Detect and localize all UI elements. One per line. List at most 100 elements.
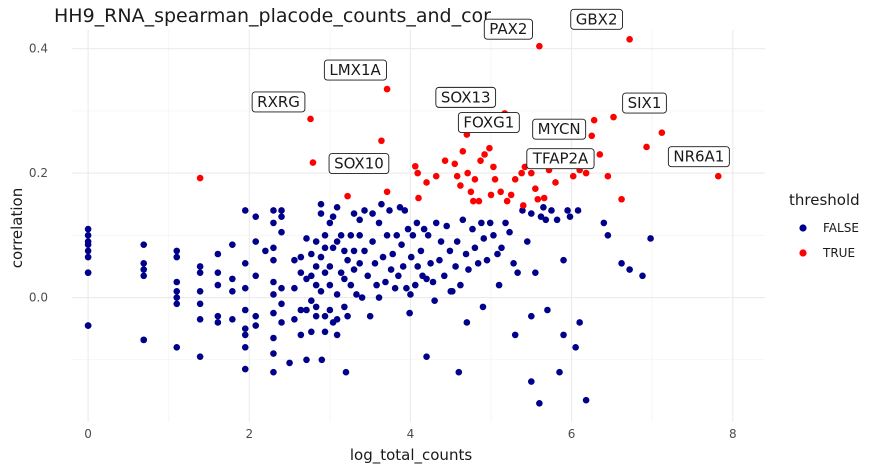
data-point-false bbox=[241, 344, 249, 351]
data-point-false bbox=[308, 250, 315, 258]
data-point-false bbox=[566, 213, 574, 220]
data-point-true bbox=[469, 197, 477, 205]
data-point-false bbox=[270, 219, 277, 227]
data-point-false bbox=[241, 207, 249, 214]
data-point-false bbox=[341, 247, 348, 255]
data-point-true bbox=[481, 151, 488, 158]
data-point-false bbox=[329, 213, 337, 220]
legend-title: threshold bbox=[789, 191, 860, 209]
data-point-false bbox=[196, 353, 204, 360]
data-point-false bbox=[356, 216, 363, 224]
legend-label-false: FALSE bbox=[823, 221, 859, 235]
data-point-false bbox=[478, 219, 485, 227]
data-point-false bbox=[542, 216, 550, 224]
data-point-false bbox=[337, 269, 345, 276]
data-point-true bbox=[383, 188, 391, 196]
data-point-false bbox=[502, 219, 509, 227]
data-point-false bbox=[312, 281, 320, 289]
data-point-false bbox=[462, 250, 470, 258]
data-point-false bbox=[437, 238, 445, 245]
label-text: RXRG bbox=[257, 93, 300, 111]
data-point-false bbox=[440, 272, 448, 280]
data-point-false bbox=[278, 207, 285, 214]
label-box bbox=[323, 59, 387, 81]
data-point-true bbox=[441, 157, 449, 164]
gene-label-pax2: PAX2 bbox=[483, 18, 533, 40]
data-point-false bbox=[523, 238, 531, 245]
gene-labels: RXRG LMX1A SOX10 SOX13 PAX2 GBX2 MYCN SIX1 FOXG1… bbox=[251, 8, 730, 174]
data-point-false bbox=[519, 207, 526, 214]
y-axis-title: correlation bbox=[8, 188, 26, 269]
data-point-true bbox=[453, 172, 461, 180]
x-axis-ticks: 0 2 4 6 8 bbox=[84, 427, 736, 441]
data-point-true bbox=[491, 176, 499, 183]
data-point-false bbox=[528, 312, 535, 320]
data-point-false bbox=[350, 210, 358, 217]
data-point-true bbox=[519, 202, 527, 209]
data-point-false bbox=[270, 334, 277, 342]
data-point-false bbox=[312, 312, 320, 320]
data-point-false bbox=[241, 284, 249, 292]
gene-label-tfap2a: TFAP2A bbox=[526, 148, 595, 170]
data-point-false bbox=[252, 238, 260, 245]
data-point-false bbox=[457, 281, 464, 289]
data-point-false bbox=[479, 303, 487, 311]
data-point-false bbox=[270, 278, 277, 286]
label-text: SOX10 bbox=[334, 155, 384, 173]
data-point-false bbox=[344, 312, 351, 320]
data-point-true bbox=[464, 169, 471, 177]
data-point-true bbox=[475, 197, 483, 205]
data-point-false bbox=[398, 241, 405, 248]
data-point-true bbox=[536, 42, 543, 50]
data-point-false bbox=[270, 350, 277, 357]
data-point-true bbox=[471, 176, 479, 183]
data-point-false bbox=[214, 269, 222, 276]
data-point-false bbox=[429, 278, 437, 286]
label-box bbox=[570, 8, 623, 30]
data-point-false bbox=[84, 247, 92, 255]
data-point-false bbox=[84, 269, 92, 276]
data-point-false bbox=[495, 281, 503, 289]
data-point-false bbox=[321, 328, 329, 336]
data-point-false bbox=[84, 225, 92, 233]
data-point-false bbox=[626, 266, 633, 273]
gene-label-lmx1a: LMX1A bbox=[323, 59, 387, 81]
data-point-false bbox=[312, 303, 320, 311]
data-point-false bbox=[564, 207, 571, 214]
data-point-false bbox=[347, 232, 355, 239]
data-point-false bbox=[480, 235, 488, 242]
data-point-false bbox=[297, 306, 305, 314]
data-point-false bbox=[494, 250, 501, 258]
gene-label-six1: SIX1 bbox=[622, 92, 667, 114]
label-box bbox=[532, 118, 587, 140]
data-point-false bbox=[252, 322, 260, 329]
data-point-false bbox=[333, 238, 341, 245]
data-point-false bbox=[411, 281, 419, 289]
data-point-false bbox=[387, 266, 395, 273]
data-point-true bbox=[588, 132, 596, 140]
data-point-false bbox=[270, 207, 277, 214]
chart-title: HH9_RNA_spearman_placode_counts_and_cor bbox=[54, 5, 491, 27]
data-point-false bbox=[391, 284, 399, 292]
data-point-true bbox=[590, 116, 598, 124]
y-tick-label: 0.2 bbox=[29, 166, 48, 180]
data-point-false bbox=[553, 216, 561, 224]
data-point-false bbox=[514, 269, 521, 276]
data-point-false bbox=[490, 232, 497, 239]
data-point-false bbox=[333, 291, 341, 298]
data-point-false bbox=[389, 250, 397, 258]
data-point-false bbox=[312, 263, 320, 270]
data-point-false bbox=[308, 272, 315, 280]
data-point-true bbox=[569, 172, 577, 180]
data-point-false bbox=[291, 316, 298, 323]
data-point-false bbox=[321, 269, 329, 276]
data-point-false bbox=[297, 331, 305, 339]
x-axis-title: log_total_counts bbox=[350, 446, 472, 465]
data-point-false bbox=[375, 294, 383, 301]
data-point-false bbox=[270, 368, 277, 376]
data-point-false bbox=[308, 328, 315, 336]
label-text: SOX13 bbox=[441, 88, 491, 106]
gene-label-rxrg: RXRG bbox=[251, 91, 306, 113]
data-point-false bbox=[618, 260, 625, 267]
data-point-false bbox=[414, 263, 421, 270]
